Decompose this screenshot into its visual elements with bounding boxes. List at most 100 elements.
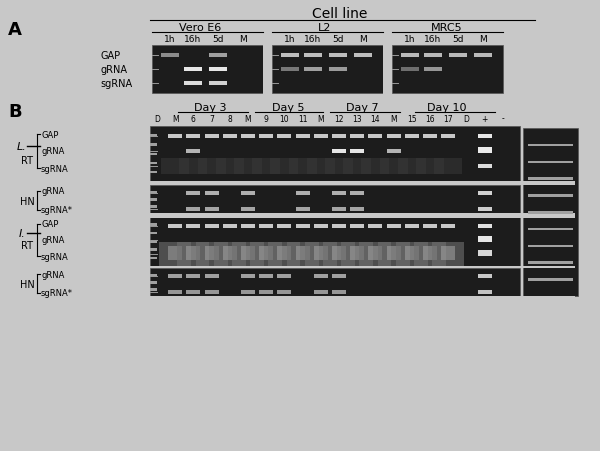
Bar [528,195,573,197]
Bar [187,192,200,196]
Bar [205,207,218,212]
Bar [441,246,455,260]
Bar [168,225,182,229]
Bar [272,46,383,94]
Text: Day 3: Day 3 [194,103,226,113]
Text: B: B [8,103,22,121]
Bar [314,274,328,278]
Bar [187,207,200,212]
Bar [187,246,200,260]
Bar [268,243,301,267]
Text: 11: 11 [298,114,307,123]
Bar [184,68,202,72]
Bar [304,68,322,72]
Bar [350,192,364,196]
Bar [307,159,335,175]
Bar [528,161,573,164]
Bar [277,290,292,295]
Text: GAP: GAP [41,130,58,139]
Bar [277,274,292,278]
Bar [405,135,419,139]
Bar [523,129,578,296]
Bar [150,182,575,186]
Bar [241,135,255,139]
Bar [474,54,492,58]
Bar [150,206,157,208]
Bar [281,68,299,72]
Bar [277,135,292,139]
Bar [416,159,444,175]
Text: 16h: 16h [304,34,322,43]
Text: gRNA: gRNA [41,147,64,156]
Text: 15: 15 [407,114,416,123]
Bar [377,243,410,267]
Bar [223,246,237,260]
Text: MRC5: MRC5 [431,23,463,33]
Bar [332,225,346,229]
Bar [386,150,401,154]
Bar [150,213,575,219]
Bar [150,192,157,194]
Bar [259,290,273,295]
Bar [209,54,227,58]
Text: M: M [479,34,487,43]
Bar [187,135,200,139]
Bar [241,207,255,212]
Bar [179,159,208,175]
Bar [401,54,419,58]
Bar [150,288,157,291]
Bar [305,243,337,267]
Bar [263,42,272,97]
Bar [277,225,292,229]
Bar [304,54,322,58]
Bar [150,257,157,260]
Text: M: M [172,114,179,123]
Bar [187,225,200,229]
Text: Day 5: Day 5 [272,103,304,113]
Bar [329,68,347,72]
Bar [528,212,573,214]
Bar [150,127,520,182]
Text: sgRNA*: sgRNA* [41,289,73,298]
Bar [205,274,218,278]
Bar [478,147,491,154]
Bar [314,290,328,295]
Text: 16h: 16h [184,34,202,43]
Bar [423,135,437,139]
Bar [150,249,157,251]
Bar [332,135,346,139]
Bar [223,135,237,139]
Bar [361,159,389,175]
Bar [350,225,364,229]
Bar [396,243,428,267]
Text: 16h: 16h [424,34,442,43]
Bar [478,236,491,243]
Text: L2: L2 [319,23,332,33]
Bar [168,246,182,260]
Text: Vero E6: Vero E6 [179,23,221,33]
Bar [350,135,364,139]
Bar [528,228,573,231]
Bar [449,54,467,58]
Bar [277,246,292,260]
Bar [150,224,157,226]
Bar [423,225,437,229]
Bar [386,135,401,139]
Bar [296,207,310,212]
Bar [528,245,573,248]
Text: Day 10: Day 10 [427,103,467,113]
Bar [150,268,520,296]
Text: 8: 8 [227,114,232,123]
Text: L.: L. [17,142,27,152]
Bar [150,240,157,243]
Bar [152,46,263,94]
Text: M: M [390,114,397,123]
Bar [271,159,298,175]
Bar [168,290,182,295]
Bar [184,82,202,86]
Text: 5d: 5d [452,34,464,43]
Bar [241,274,255,278]
Bar [398,159,426,175]
Bar [386,246,401,260]
Bar [168,274,182,278]
